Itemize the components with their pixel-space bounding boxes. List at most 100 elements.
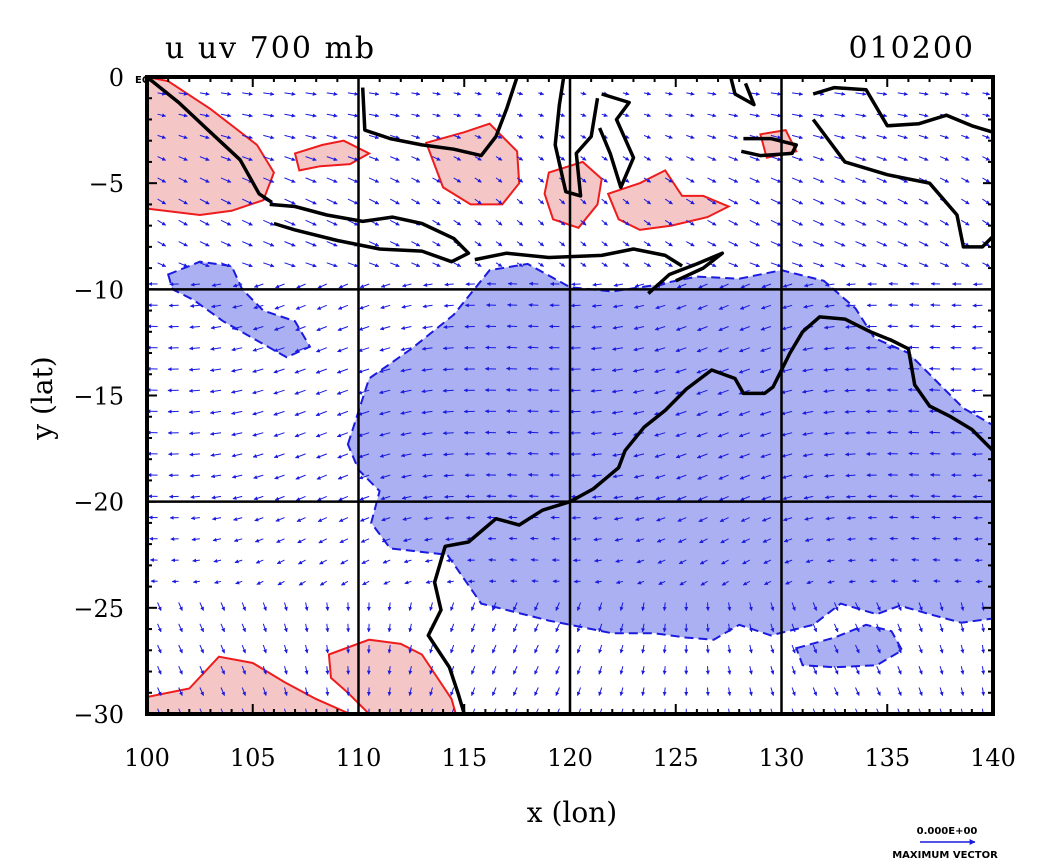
wind-vector [918, 156, 929, 161]
wind-vector [802, 432, 814, 437]
wind-vector [675, 453, 687, 459]
wind-vector [492, 623, 497, 633]
wind-vector [813, 241, 825, 247]
wind-vector [178, 241, 188, 247]
wind-vector [453, 113, 462, 118]
wind-vector [157, 241, 167, 247]
wind-vector [277, 580, 285, 586]
wind-vector [305, 134, 317, 140]
wind-vector [425, 580, 433, 584]
wind-vector [705, 666, 710, 675]
wind-vector [304, 687, 309, 696]
wind-vector [611, 389, 623, 394]
wind-vector [662, 602, 667, 611]
wind-vector [443, 303, 454, 308]
wind-vector [276, 559, 285, 565]
wind-vector [443, 473, 454, 478]
x-tick-label: 130 [759, 744, 805, 772]
x-tick-label: 105 [230, 744, 276, 772]
x-tick-label: 120 [547, 744, 593, 772]
wind-vector [845, 324, 856, 329]
wind-vector [422, 325, 433, 330]
wind-vector [855, 665, 860, 675]
wind-vector [283, 687, 288, 696]
wind-vector [601, 156, 608, 161]
wind-vector [178, 198, 188, 205]
wind-vector [705, 644, 710, 654]
wind-vector [273, 410, 285, 416]
wind-vector [612, 346, 623, 351]
coastline-halmahera [729, 77, 756, 107]
wind-vector [358, 432, 370, 437]
wind-vector [538, 156, 545, 161]
wind-vector [234, 559, 243, 564]
wind-vector [845, 494, 856, 499]
wind-vector [802, 368, 814, 373]
wind-vector [422, 304, 433, 309]
coastline-seram-buru [740, 136, 799, 158]
wind-vector [791, 687, 796, 696]
wind-vector [232, 283, 243, 288]
wind-vector [538, 134, 545, 139]
wind-vector [326, 241, 338, 247]
wind-vector [792, 113, 804, 118]
wind-vector [336, 389, 349, 395]
wind-vector [580, 219, 587, 226]
wind-vector [380, 474, 391, 479]
wind-vector [263, 241, 275, 247]
wind-vector [918, 219, 929, 226]
wind-vector [739, 453, 750, 459]
wind-vector [274, 495, 285, 501]
wind-vector [939, 623, 944, 633]
wind-vector [400, 410, 412, 415]
wind-vector [387, 602, 392, 611]
wind-vector [507, 494, 518, 499]
wind-vector [253, 474, 264, 480]
wind-vector [676, 474, 687, 480]
wind-vector [855, 198, 867, 205]
wind-vector [763, 559, 772, 564]
wind-vector [576, 644, 582, 654]
wind-vector [450, 687, 455, 696]
wind-vector [401, 474, 412, 479]
positive-region-indian-ocean-sw [147, 655, 351, 714]
wind-vector [897, 623, 902, 633]
wind-vector [612, 474, 623, 479]
y-tick-label: −30 [73, 701, 124, 729]
wind-vector [813, 156, 825, 162]
wind-vector [897, 241, 908, 247]
wind-vector [961, 262, 970, 267]
wind-vector [242, 156, 253, 161]
wind-vector [555, 666, 560, 675]
wind-vector [242, 134, 253, 140]
wind-vector [305, 262, 317, 268]
wind-vector [855, 91, 867, 96]
wind-vector [534, 687, 539, 696]
wind-vector [717, 389, 729, 395]
wind-vector [304, 623, 309, 633]
wind-vector [918, 241, 929, 247]
wind-vector [254, 517, 264, 522]
wind-vector [918, 113, 929, 118]
wind-vector [825, 282, 835, 287]
wind-vector [721, 559, 729, 565]
wind-vector [707, 156, 717, 161]
wind-vector [199, 644, 204, 654]
wind-vector [686, 241, 695, 247]
wind-vector [844, 452, 856, 457]
wind-vector [516, 198, 524, 205]
wind-vector [380, 495, 391, 501]
wind-vector [727, 602, 732, 611]
coastline-java [269, 202, 471, 264]
wind-vector [379, 453, 391, 458]
wind-vector [961, 219, 970, 226]
wind-vector [633, 474, 645, 479]
wind-vector [876, 602, 881, 611]
wind-vector [634, 283, 645, 288]
wind-vector [262, 687, 267, 696]
wind-vector [580, 177, 587, 183]
wind-vector [770, 666, 775, 675]
wind-vector [509, 557, 518, 562]
coastlines [147, 77, 993, 714]
wind-vector [834, 262, 846, 268]
